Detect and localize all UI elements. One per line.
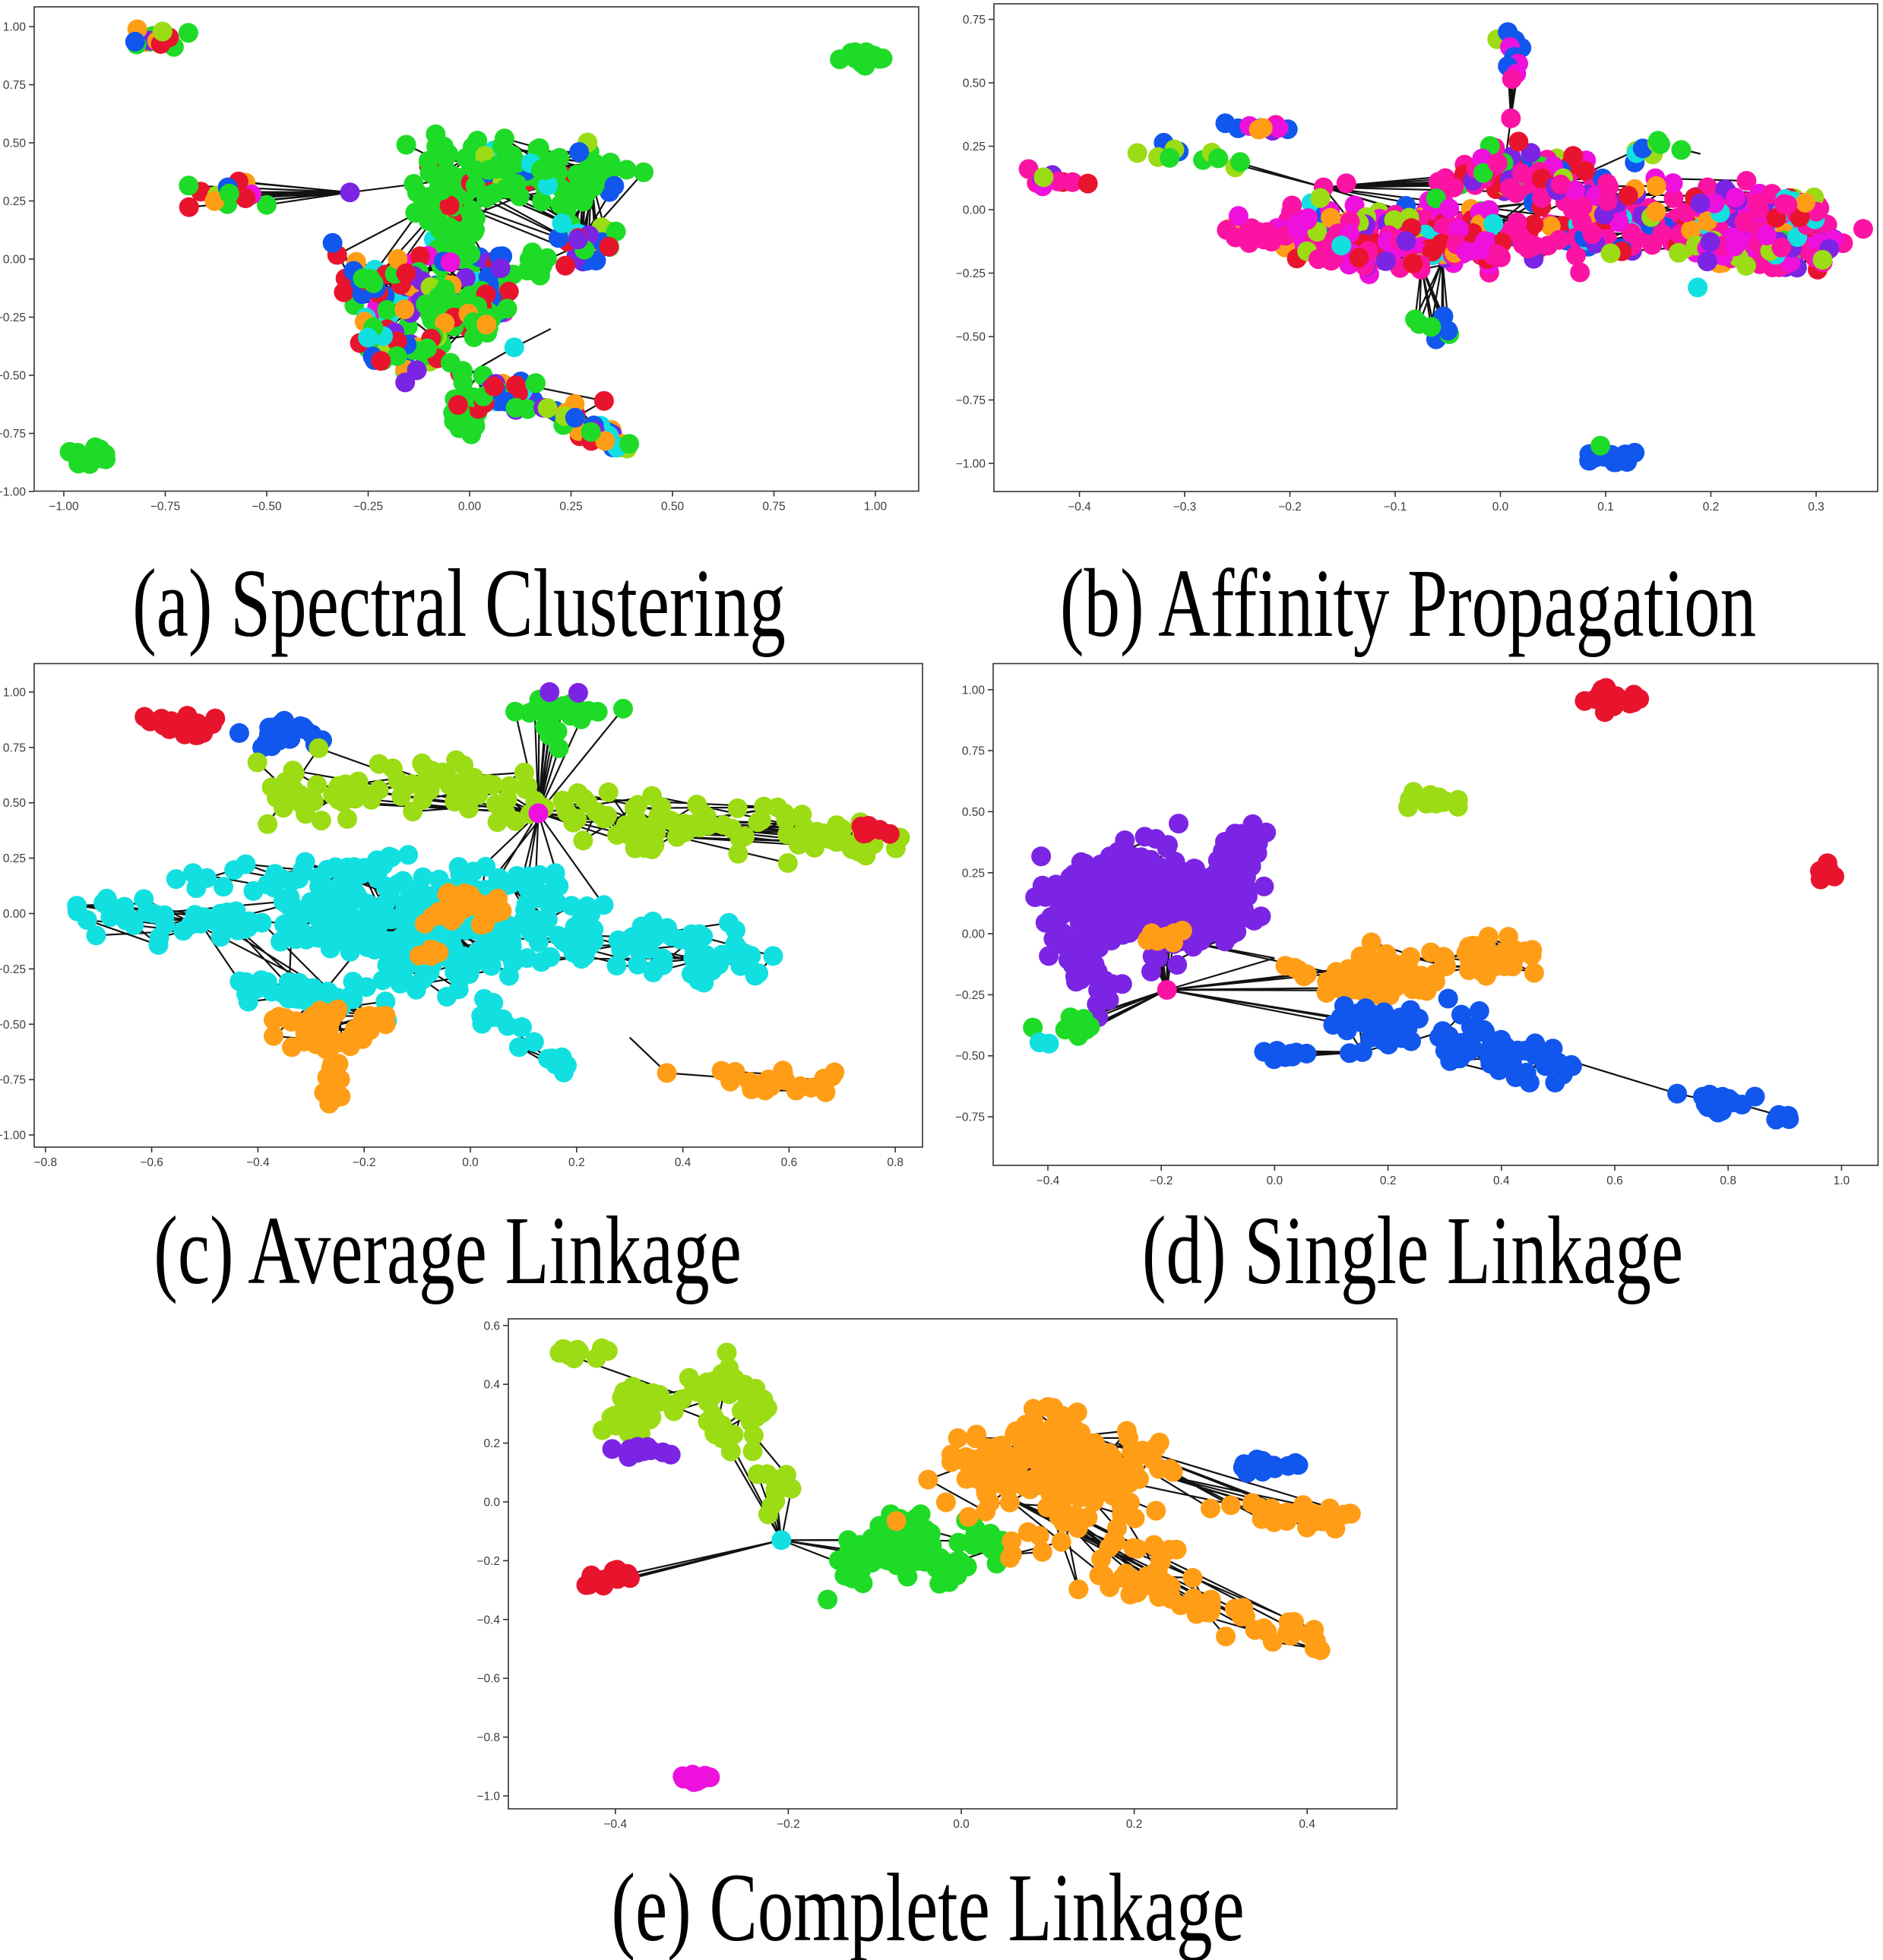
svg-text:0.75: 0.75 [3, 79, 26, 92]
svg-text:−1.00: −1.00 [0, 486, 26, 499]
svg-text:0.2: 0.2 [1126, 1818, 1143, 1831]
svg-text:−0.25: −0.25 [0, 311, 26, 324]
svg-text:−1.00: −1.00 [49, 501, 79, 514]
svg-text:0.25: 0.25 [559, 501, 582, 514]
svg-text:−0.50: −0.50 [956, 331, 986, 344]
svg-text:0.25: 0.25 [963, 141, 986, 153]
svg-text:0.0: 0.0 [483, 1497, 500, 1510]
svg-text:−0.6: −0.6 [476, 1673, 500, 1686]
svg-text:0.1: 0.1 [1597, 501, 1614, 514]
svg-text:0.4: 0.4 [483, 1379, 500, 1392]
svg-text:−0.50: −0.50 [252, 501, 282, 514]
svg-text:1.0: 1.0 [1834, 1174, 1850, 1187]
svg-text:−0.8: −0.8 [476, 1731, 500, 1744]
svg-text:−0.8: −0.8 [33, 1156, 57, 1169]
svg-text:−0.25: −0.25 [955, 989, 985, 1002]
svg-text:−0.75: −0.75 [0, 428, 26, 441]
svg-text:−0.25: −0.25 [0, 963, 26, 976]
svg-text:0.0: 0.0 [1492, 501, 1509, 514]
svg-text:0.25: 0.25 [962, 867, 985, 880]
svg-text:0.2: 0.2 [483, 1437, 500, 1450]
svg-text:0.2: 0.2 [1703, 501, 1720, 514]
svg-text:−1.00: −1.00 [0, 1130, 26, 1143]
svg-text:0.00: 0.00 [963, 204, 986, 217]
svg-text:0.50: 0.50 [963, 77, 986, 90]
svg-text:0.0: 0.0 [1267, 1174, 1283, 1187]
svg-text:1.00: 1.00 [3, 21, 27, 34]
svg-text:0.50: 0.50 [3, 797, 27, 810]
svg-text:−0.1: −0.1 [1384, 501, 1407, 514]
svg-text:−0.25: −0.25 [956, 267, 986, 280]
svg-text:−0.6: −0.6 [140, 1156, 163, 1169]
svg-text:0.4: 0.4 [675, 1156, 691, 1169]
svg-text:−0.25: −0.25 [353, 501, 383, 514]
svg-text:−0.3: −0.3 [1173, 501, 1197, 514]
svg-text:−0.75: −0.75 [0, 1074, 26, 1087]
svg-text:−0.2: −0.2 [476, 1555, 500, 1568]
svg-text:0.25: 0.25 [3, 852, 26, 865]
svg-text:0.50: 0.50 [3, 138, 27, 150]
svg-text:−0.4: −0.4 [246, 1156, 270, 1169]
svg-text:0.0: 0.0 [953, 1818, 970, 1831]
svg-text:−0.2: −0.2 [1150, 1174, 1173, 1187]
svg-text:−0.50: −0.50 [0, 370, 26, 383]
svg-text:−0.4: −0.4 [603, 1818, 627, 1831]
svg-text:−0.50: −0.50 [955, 1050, 986, 1063]
svg-text:0.4: 0.4 [1299, 1818, 1315, 1831]
svg-text:−0.4: −0.4 [1068, 501, 1091, 514]
svg-text:0.3: 0.3 [1808, 501, 1824, 514]
svg-text:−1.00: −1.00 [956, 458, 986, 471]
svg-text:0.8: 0.8 [887, 1156, 904, 1169]
svg-text:0.0: 0.0 [462, 1156, 479, 1169]
svg-text:−0.4: −0.4 [476, 1614, 500, 1626]
svg-text:0.75: 0.75 [963, 14, 986, 27]
svg-text:0.2: 0.2 [568, 1156, 585, 1169]
svg-text:−0.4: −0.4 [1036, 1174, 1060, 1187]
svg-text:−1.0: −1.0 [476, 1791, 500, 1804]
svg-text:1.00: 1.00 [864, 501, 888, 514]
svg-text:0.00: 0.00 [3, 908, 27, 921]
svg-text:0.6: 0.6 [1606, 1174, 1623, 1187]
svg-text:0.50: 0.50 [661, 501, 685, 514]
svg-text:0.00: 0.00 [962, 928, 986, 941]
svg-text:0.75: 0.75 [762, 501, 785, 514]
svg-text:0.2: 0.2 [1380, 1174, 1397, 1187]
svg-text:−0.75: −0.75 [955, 1111, 985, 1124]
svg-text:0.75: 0.75 [962, 745, 985, 758]
svg-text:−0.2: −0.2 [777, 1818, 800, 1831]
svg-text:1.00: 1.00 [962, 684, 986, 697]
svg-text:0.8: 0.8 [1720, 1174, 1736, 1187]
svg-text:−0.75: −0.75 [956, 394, 986, 407]
svg-text:0.25: 0.25 [3, 195, 26, 208]
svg-text:0.00: 0.00 [3, 254, 27, 267]
svg-text:−0.2: −0.2 [353, 1156, 376, 1169]
svg-text:0.00: 0.00 [458, 501, 482, 514]
svg-text:−0.75: −0.75 [150, 501, 180, 514]
svg-text:0.75: 0.75 [3, 741, 26, 754]
svg-text:0.4: 0.4 [1493, 1174, 1510, 1187]
svg-text:0.50: 0.50 [962, 806, 986, 819]
svg-text:−0.2: −0.2 [1278, 501, 1302, 514]
svg-text:0.6: 0.6 [483, 1320, 500, 1332]
svg-text:1.00: 1.00 [3, 687, 27, 700]
svg-text:0.6: 0.6 [781, 1156, 798, 1169]
svg-text:−0.50: −0.50 [0, 1019, 26, 1032]
